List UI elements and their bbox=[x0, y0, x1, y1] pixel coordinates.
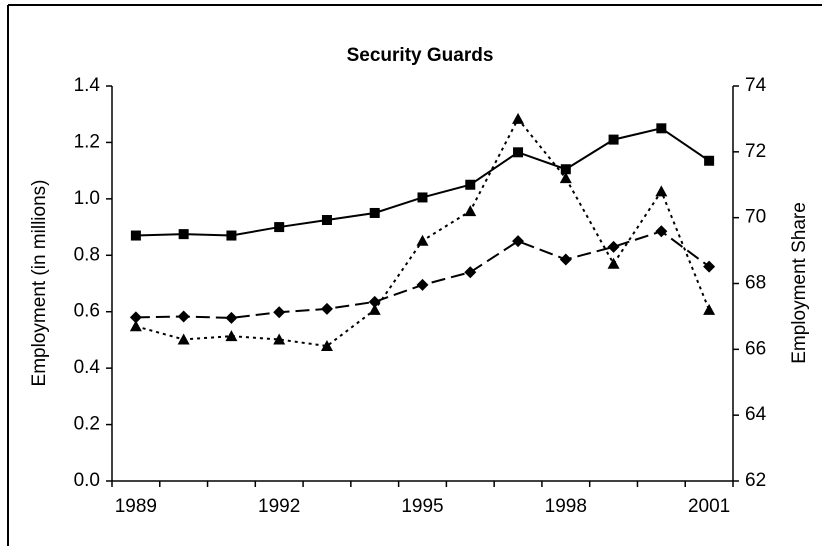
y2-axis-title: Employment Share bbox=[789, 202, 810, 364]
x-tick-label: 2001 bbox=[688, 496, 730, 517]
y-tick-label: 0.6 bbox=[74, 301, 100, 322]
marker bbox=[177, 333, 190, 345]
marker bbox=[465, 179, 476, 190]
x-tick-label: 1992 bbox=[258, 496, 300, 517]
y-tick-label: 0.8 bbox=[74, 244, 100, 265]
marker bbox=[655, 185, 668, 197]
marker bbox=[559, 172, 572, 184]
marker bbox=[416, 278, 429, 291]
marker bbox=[512, 112, 525, 124]
chart-title: Security Guards bbox=[347, 45, 494, 66]
marker bbox=[608, 134, 619, 145]
marker bbox=[130, 230, 141, 241]
marker bbox=[512, 235, 525, 248]
marker bbox=[559, 253, 572, 266]
marker bbox=[225, 311, 238, 324]
marker bbox=[703, 260, 716, 273]
marker bbox=[464, 205, 477, 217]
marker bbox=[177, 310, 190, 323]
marker bbox=[129, 311, 142, 324]
marker bbox=[320, 302, 333, 315]
marker bbox=[607, 240, 620, 253]
marker bbox=[320, 340, 333, 352]
y2-tick-label: 72 bbox=[745, 141, 766, 162]
marker bbox=[178, 229, 189, 240]
y-tick-label: 1.2 bbox=[74, 131, 100, 152]
x-tick-label: 1998 bbox=[545, 496, 587, 517]
marker bbox=[417, 192, 428, 203]
y-tick-label: 1.4 bbox=[74, 75, 101, 96]
y2-tick-label: 62 bbox=[745, 470, 766, 491]
y2-tick-label: 70 bbox=[745, 207, 766, 228]
marker bbox=[560, 164, 571, 175]
y2-tick-label: 66 bbox=[745, 338, 766, 359]
x-tick-label: 1989 bbox=[115, 496, 157, 517]
marker bbox=[416, 234, 429, 246]
marker bbox=[273, 306, 286, 319]
marker bbox=[464, 266, 477, 279]
marker bbox=[703, 303, 716, 315]
y-tick-label: 0.0 bbox=[74, 470, 100, 491]
y2-tick-label: 64 bbox=[745, 404, 767, 425]
marker bbox=[274, 222, 285, 233]
y2-tick-label: 68 bbox=[745, 273, 766, 294]
marker bbox=[368, 303, 381, 315]
y-tick-label: 0.4 bbox=[74, 357, 101, 378]
marker bbox=[273, 333, 286, 345]
x-tick-label: 1995 bbox=[401, 496, 443, 517]
marker bbox=[369, 207, 380, 218]
y-tick-label: 0.2 bbox=[74, 414, 100, 435]
marker bbox=[321, 215, 332, 226]
y-tick-label: 1.0 bbox=[74, 188, 100, 209]
marker bbox=[226, 230, 237, 241]
y2-tick-label: 74 bbox=[745, 75, 767, 96]
marker bbox=[655, 225, 668, 238]
marker bbox=[704, 155, 715, 166]
marker bbox=[513, 147, 524, 158]
y-axis-title: Employment (in millions) bbox=[29, 180, 50, 387]
marker bbox=[656, 123, 667, 134]
marker bbox=[129, 320, 142, 332]
marker bbox=[607, 257, 620, 269]
marker bbox=[225, 330, 238, 342]
